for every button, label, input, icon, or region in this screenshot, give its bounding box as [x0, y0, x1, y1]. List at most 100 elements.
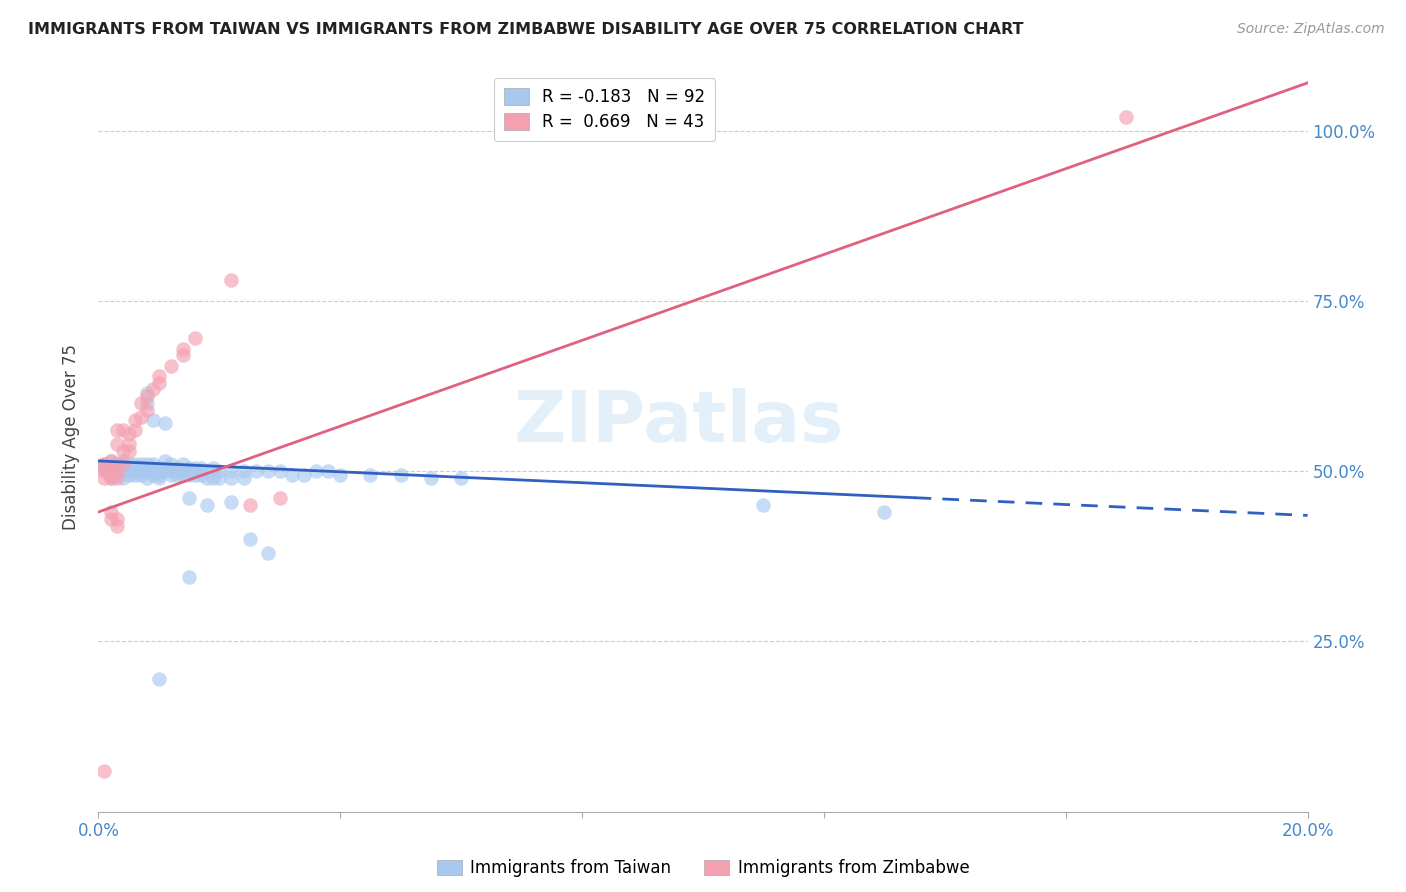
Point [124, 464, 146, 478]
Point [153, 417, 176, 431]
Point [100, 505, 122, 519]
Point [124, 423, 146, 437]
Point [172, 467, 194, 482]
Point [111, 460, 134, 475]
Point [129, 460, 152, 475]
Point [105, 437, 128, 451]
Point [111, 471, 134, 485]
Point [129, 409, 152, 424]
Point [135, 458, 157, 472]
Point [292, 467, 315, 482]
Point [100, 464, 122, 478]
Point [160, 359, 183, 373]
Point [118, 443, 141, 458]
Point [105, 464, 128, 478]
Point [752, 498, 775, 512]
Point [269, 491, 291, 506]
Point [118, 458, 141, 472]
Point [190, 460, 212, 475]
Point [100, 467, 122, 482]
Point [142, 464, 165, 478]
Point [100, 471, 122, 485]
Point [269, 464, 291, 478]
Point [179, 464, 201, 478]
Point [221, 464, 243, 478]
Point [873, 505, 896, 519]
Point [105, 464, 128, 478]
Point [221, 495, 243, 509]
Point [111, 443, 134, 458]
Point [142, 467, 165, 482]
Point [153, 454, 176, 468]
Point [124, 458, 146, 472]
Point [142, 458, 165, 472]
Point [184, 331, 207, 345]
Point [124, 413, 146, 427]
Point [360, 467, 382, 482]
Point [153, 464, 176, 478]
Point [118, 437, 141, 451]
Point [166, 464, 188, 478]
Point [100, 460, 122, 475]
Point [153, 460, 176, 475]
Point [124, 460, 146, 475]
Point [239, 533, 262, 547]
Point [239, 498, 262, 512]
Point [105, 512, 128, 526]
Point [118, 460, 141, 475]
Point [93, 458, 115, 472]
Point [160, 464, 183, 478]
Point [172, 342, 194, 356]
Point [100, 454, 122, 468]
Point [118, 464, 141, 478]
Point [166, 467, 188, 482]
Point [93, 460, 115, 475]
Legend: R = -0.183   N = 92, R =  0.669   N = 43: R = -0.183 N = 92, R = 0.669 N = 43 [494, 78, 716, 141]
Point [142, 383, 165, 397]
Point [172, 458, 194, 472]
Point [160, 467, 183, 482]
Point [148, 376, 170, 390]
Point [135, 402, 157, 417]
Point [245, 464, 267, 478]
Point [118, 467, 141, 482]
Point [420, 471, 443, 485]
Point [100, 512, 122, 526]
Point [93, 460, 115, 475]
Point [93, 458, 115, 472]
Point [208, 471, 231, 485]
Point [111, 464, 134, 478]
Point [100, 460, 122, 475]
Point [184, 460, 207, 475]
Point [105, 460, 128, 475]
Point [631, 117, 654, 131]
Point [135, 460, 157, 475]
Point [111, 454, 134, 468]
Point [105, 458, 128, 472]
Point [148, 460, 170, 475]
Point [179, 467, 201, 482]
Point [184, 464, 207, 478]
Y-axis label: Disability Age Over 75: Disability Age Over 75 [62, 344, 80, 530]
Point [93, 464, 115, 478]
Point [135, 385, 157, 400]
Text: Source: ZipAtlas.com: Source: ZipAtlas.com [1237, 22, 1385, 37]
Point [208, 464, 231, 478]
Point [105, 471, 128, 485]
Point [93, 764, 115, 778]
Point [135, 471, 157, 485]
Point [256, 464, 278, 478]
Point [100, 454, 122, 468]
Point [129, 458, 152, 472]
Point [142, 413, 165, 427]
Point [135, 389, 157, 403]
Point [316, 464, 339, 478]
Point [129, 467, 152, 482]
Point [221, 471, 243, 485]
Point [135, 396, 157, 410]
Point [450, 471, 472, 485]
Point [124, 467, 146, 482]
Point [305, 464, 328, 478]
Point [232, 471, 254, 485]
Point [221, 273, 243, 287]
